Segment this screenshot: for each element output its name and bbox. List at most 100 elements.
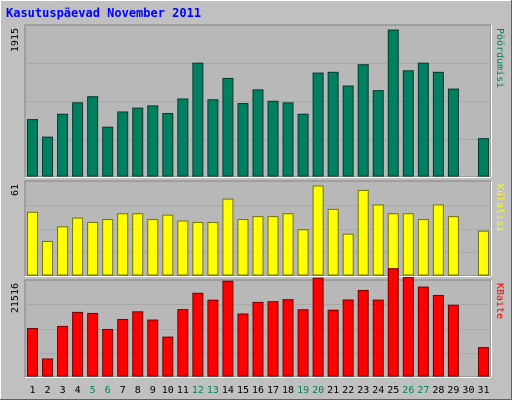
bar-bottom-s0 <box>267 301 279 377</box>
bar-top-s0 <box>447 88 459 177</box>
bar-middle-s0 <box>147 219 159 276</box>
x-tick-label: 30 <box>462 385 474 396</box>
x-tick-label: 21 <box>327 385 339 396</box>
bar-middle-s0 <box>282 213 294 276</box>
bar-bottom-s0 <box>27 328 38 377</box>
bar-top-s0 <box>57 113 69 177</box>
bar-bottom-s0 <box>447 304 459 377</box>
bar-middle-s0 <box>72 217 84 276</box>
bar-middle-s0 <box>297 229 309 276</box>
bar-middle-s0 <box>252 216 264 276</box>
x-tick-label: 29 <box>447 385 459 396</box>
bar-bottom-s0 <box>147 319 159 377</box>
bar-middle-s0 <box>117 213 129 276</box>
bar-bottom-s0 <box>177 309 189 377</box>
chart-title: Kasutuspäevad November 2011 <box>6 6 201 20</box>
bar-top-s0 <box>117 111 129 177</box>
bar-top-s0 <box>417 62 429 177</box>
bar-bottom-s0 <box>417 286 429 377</box>
x-tick-label: 16 <box>252 385 264 396</box>
bar-middle-s0 <box>327 208 339 276</box>
bar-top-s0 <box>477 138 489 177</box>
bar-middle-s0 <box>357 189 369 276</box>
ymax-label-bottom: 21516 <box>10 283 21 313</box>
bar-middle-s0 <box>477 230 489 276</box>
bar-middle-s0 <box>207 221 219 276</box>
bar-top-s0 <box>252 89 264 177</box>
x-tick-label: 17 <box>267 385 279 396</box>
bar-bottom-s0 <box>372 299 384 377</box>
bar-middle-s0 <box>432 204 444 276</box>
bar-top-s0 <box>132 107 144 177</box>
x-tick-label: 2 <box>45 385 51 396</box>
x-tick-label: 15 <box>237 385 249 396</box>
bar-bottom-s0 <box>132 311 144 377</box>
bar-top-s0 <box>42 136 54 177</box>
bar-bottom-s0 <box>57 325 69 377</box>
bar-middle-s0 <box>57 226 69 276</box>
bar-bottom-s0 <box>387 268 399 377</box>
ymax-label-top: 1915 <box>10 28 21 52</box>
bar-top-s0 <box>192 62 204 177</box>
bar-bottom-s0 <box>432 294 444 377</box>
bar-bottom-s0 <box>162 336 174 377</box>
x-tick-label: 12 <box>192 385 204 396</box>
x-tick-label: 28 <box>432 385 444 396</box>
legend-bottom-0: KBaite <box>494 283 505 319</box>
x-tick-label: 1 <box>30 385 36 396</box>
bar-top-s0 <box>387 29 399 177</box>
x-tick-label: 20 <box>312 385 324 396</box>
x-tick-label: 5 <box>90 385 96 396</box>
bar-middle-s0 <box>402 213 414 276</box>
bar-bottom-s0 <box>222 280 234 377</box>
bar-top-s0 <box>237 103 249 177</box>
bar-bottom-s0 <box>207 299 219 377</box>
bar-top-s0 <box>342 85 354 177</box>
bar-bottom-s0 <box>327 309 339 377</box>
bar-bottom-s0 <box>117 319 129 377</box>
bar-top-s0 <box>402 70 414 177</box>
bar-middle-s0 <box>267 216 279 276</box>
bar-middle-s0 <box>87 221 99 276</box>
bar-top-s0 <box>207 99 219 177</box>
bar-middle-s0 <box>192 221 204 276</box>
bar-middle-s0 <box>132 213 144 276</box>
bar-middle-s0 <box>162 214 174 276</box>
bar-middle-s0 <box>237 219 249 276</box>
x-tick-label: 8 <box>135 385 141 396</box>
bar-bottom-s0 <box>342 299 354 377</box>
bar-top-s0 <box>297 113 309 177</box>
bar-top-s0 <box>87 96 99 177</box>
bar-top-s0 <box>162 112 174 177</box>
bar-top-s0 <box>327 71 339 177</box>
x-tick-label: 13 <box>207 385 219 396</box>
x-tick-label: 6 <box>105 385 111 396</box>
bar-middle-s0 <box>222 198 234 276</box>
x-tick-label: 3 <box>60 385 66 396</box>
x-tick-label: 10 <box>162 385 174 396</box>
bar-top-s0 <box>372 90 384 177</box>
bar-bottom-s0 <box>297 309 309 377</box>
bar-top-s0 <box>147 105 159 177</box>
bar-middle-s0 <box>177 220 189 276</box>
bar-top-s0 <box>27 119 38 177</box>
bar-top-s0 <box>222 77 234 177</box>
legend-top-0: Pöördumisi <box>494 28 505 88</box>
bar-bottom-s0 <box>102 328 114 377</box>
bar-bottom-s0 <box>402 277 414 377</box>
x-tick-label: 7 <box>120 385 126 396</box>
x-tick-label: 24 <box>372 385 384 396</box>
x-tick-label: 23 <box>357 385 369 396</box>
bar-middle-s0 <box>342 233 354 276</box>
x-tick-label: 19 <box>297 385 309 396</box>
x-tick-label: 4 <box>75 385 81 396</box>
bar-middle-s0 <box>417 219 429 276</box>
x-tick-label: 18 <box>282 385 294 396</box>
bar-middle-s0 <box>27 211 38 276</box>
bar-top-s0 <box>177 98 189 177</box>
bar-bottom-s0 <box>87 312 99 377</box>
x-tick-label: 14 <box>222 385 234 396</box>
x-tick-label: 9 <box>150 385 156 396</box>
